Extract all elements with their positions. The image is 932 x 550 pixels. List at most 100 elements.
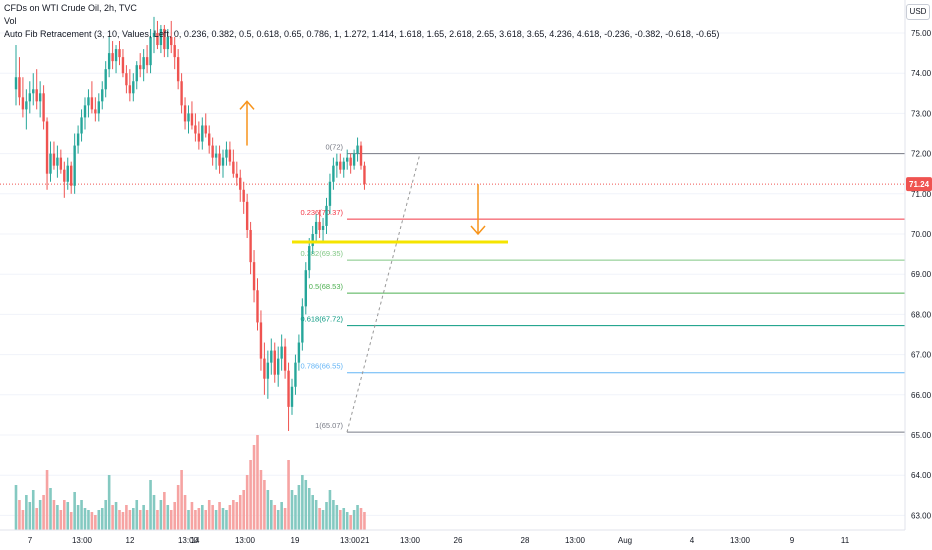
volume-bar <box>276 510 280 530</box>
time-tick-label: 13:00 <box>178 536 199 545</box>
volume-bar <box>297 485 301 530</box>
candle-body <box>70 165 73 186</box>
indicator-legend: Auto Fib Retracement (3, 10, Values, Lef… <box>4 29 720 39</box>
candle-body <box>145 57 149 66</box>
candle-body <box>80 117 83 134</box>
candle-body <box>221 157 225 166</box>
time-tick-label: 7 <box>28 536 33 545</box>
volume-bar <box>325 502 328 530</box>
volume-bar <box>194 510 197 530</box>
volume-bar <box>266 490 270 530</box>
chart-title: CFDs on WTI Crude Oil, 2h, TVC <box>4 3 137 13</box>
volume-bar <box>180 470 183 530</box>
volume-bar <box>83 508 87 530</box>
candle-body <box>308 246 311 271</box>
candle-body <box>259 322 263 359</box>
volume-bar <box>218 502 221 530</box>
annotations <box>239 100 508 244</box>
volume-bar <box>314 500 318 530</box>
volume-bar <box>256 435 259 530</box>
candle-body <box>83 105 87 118</box>
volume-bar <box>190 502 194 530</box>
candle-body <box>107 53 111 70</box>
volume-bar <box>242 490 245 530</box>
time-tick-label: 13:00 <box>340 536 361 545</box>
currency-button[interactable]: USD <box>906 4 930 20</box>
fib-level-label: 0.5(68.53) <box>309 282 344 291</box>
volume-bar <box>263 480 266 530</box>
candle-body <box>263 358 266 379</box>
volume-bar <box>35 508 38 530</box>
volume-bar <box>149 480 152 530</box>
volume-bar <box>125 505 128 530</box>
candle-body <box>59 157 63 170</box>
volume-bar <box>204 510 208 530</box>
volume-bar <box>339 510 342 530</box>
candle-body <box>49 153 52 174</box>
candle-body <box>190 113 194 126</box>
candle-body <box>56 157 59 166</box>
volume-bar <box>121 512 125 530</box>
candle-body <box>304 270 307 307</box>
price-tick-label: 75.00 <box>911 29 932 38</box>
candle-body <box>290 386 294 407</box>
candle-body <box>349 157 352 166</box>
price-tick-label: 66.00 <box>911 391 932 400</box>
volume-bar <box>49 488 52 530</box>
volume-bar <box>176 485 180 530</box>
candle-body <box>101 89 104 102</box>
candle-body <box>339 161 342 170</box>
candle-body <box>125 73 128 86</box>
volume-bar <box>94 515 97 530</box>
price-axis[interactable]: 75.00 74.00 73.00 72.00 71.00 70.00 69.00 68.00… <box>904 0 932 530</box>
volume-bar <box>66 502 70 530</box>
candle-body <box>152 33 156 38</box>
volume-bar <box>118 510 121 530</box>
candle-body <box>242 189 245 202</box>
volume-bar <box>14 485 18 530</box>
time-tick-label: 26 <box>454 536 463 545</box>
volume-bar <box>252 445 256 530</box>
candle-body <box>142 57 145 70</box>
candle-body <box>149 37 152 66</box>
volume-bar <box>197 508 201 530</box>
volume-bar <box>349 515 352 530</box>
time-tick-label: 4 <box>690 536 695 545</box>
volume-bar <box>280 502 283 530</box>
candle-body <box>301 306 304 343</box>
volume-bar <box>42 495 45 530</box>
candle-body <box>208 133 211 146</box>
volume-bar <box>142 505 145 530</box>
candle-body <box>45 121 49 174</box>
volume-bar <box>201 505 204 530</box>
candle-body <box>359 145 363 166</box>
candle-body <box>321 225 325 230</box>
volume-bar <box>225 510 228 530</box>
candle-body <box>28 93 31 102</box>
volume-bar <box>270 500 273 530</box>
volume-bar <box>128 510 132 530</box>
candle-body <box>135 65 138 82</box>
volume-bar <box>294 495 297 530</box>
volume-bar <box>80 500 83 530</box>
volume-bar <box>287 460 290 530</box>
volume-bar <box>73 492 76 530</box>
candle-body <box>104 69 107 90</box>
volume-bar <box>356 505 359 530</box>
candle-body <box>201 125 204 142</box>
volume-bar <box>318 508 321 530</box>
volume-bar <box>259 470 263 530</box>
candle-body <box>352 153 356 166</box>
volume-bar <box>187 510 190 530</box>
volume-bar <box>114 502 118 530</box>
candle-body <box>280 346 283 359</box>
volume-bar <box>87 510 90 530</box>
volume-bar <box>332 500 335 530</box>
volume-bar <box>352 510 356 530</box>
candle-body <box>346 157 349 162</box>
candle-body <box>325 205 328 226</box>
candle-body <box>118 49 121 58</box>
volume-bar <box>107 475 111 530</box>
